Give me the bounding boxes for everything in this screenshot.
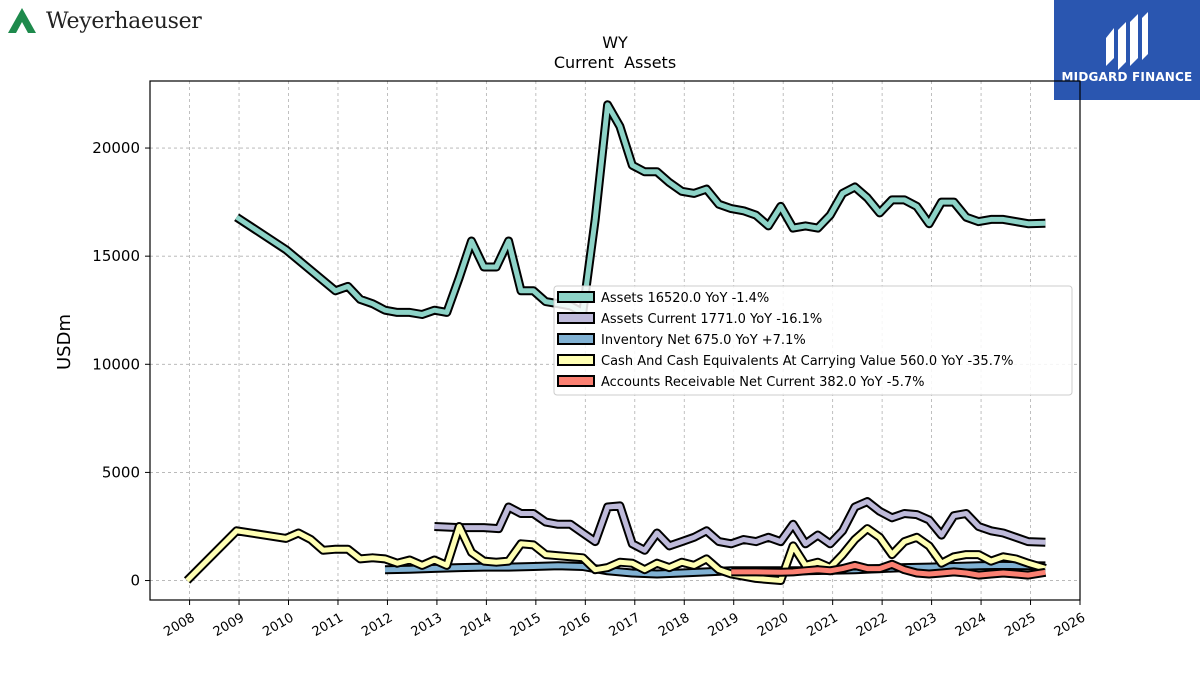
legend-entry: Accounts Receivable Net Current 382.0 Yo… xyxy=(601,375,924,390)
x-tick-label: 2018 xyxy=(656,610,692,640)
x-tick-label: 2010 xyxy=(260,610,296,640)
series-cash-and-cash-equivalents-at-carrying-value xyxy=(183,522,1047,585)
y-tick-label: 5000 xyxy=(102,463,140,481)
legend-swatch xyxy=(557,375,595,387)
x-tick-label: 2016 xyxy=(557,610,593,640)
midgard-monogram-icon xyxy=(1106,12,1148,70)
legend-swatch xyxy=(557,312,595,324)
x-tick-label: 2026 xyxy=(1052,610,1088,640)
x-axis: 2008 2009 2010 2011 2012 2013 2014 2015 2016 2017… xyxy=(161,600,1088,640)
legend: Assets 16520.0 YoY -1.4% Assets Current 1… xyxy=(553,285,1073,396)
y-tick-label: 20000 xyxy=(92,139,140,157)
series-line-accounts-receivable-net-current xyxy=(731,561,1046,578)
chart-subtitle: Current Assets xyxy=(554,53,676,72)
series-accounts-receivable-net-current xyxy=(731,559,1047,580)
plot-frame xyxy=(149,80,1081,601)
publisher-name: MIDGARD FINANCE xyxy=(1061,70,1193,84)
x-tick-label: 2009 xyxy=(211,610,247,640)
legend-box xyxy=(553,285,1073,396)
weyerhaeuser-tree-icon xyxy=(8,8,36,33)
midgard-finance-logo: MIDGARD FINANCE xyxy=(1054,0,1200,100)
legend-swatch xyxy=(557,354,595,366)
x-tick-label: 2022 xyxy=(854,610,890,640)
legend-swatch xyxy=(557,333,595,345)
x-tick-label: 2025 xyxy=(1002,610,1038,640)
chart-title: WY xyxy=(602,33,628,52)
x-tick-label: 2014 xyxy=(458,610,494,640)
y-tick-label: 0 xyxy=(130,572,140,590)
legend-entry: Assets Current 1771.0 YoY -16.1% xyxy=(601,312,822,327)
legend-entry: Cash And Cash Equivalents At Carrying Va… xyxy=(601,354,1013,369)
company-name: Weyerhaeuser xyxy=(46,8,202,34)
x-tick-label: 2024 xyxy=(953,610,989,640)
x-tick-label: 2013 xyxy=(409,610,445,640)
series-assets-current xyxy=(434,497,1046,555)
x-tick-label: 2008 xyxy=(161,610,197,640)
x-tick-label: 2012 xyxy=(359,610,395,640)
series-line-assets xyxy=(235,102,1046,317)
x-tick-label: 2017 xyxy=(607,610,643,640)
series-outline-assets xyxy=(234,100,1046,319)
y-tick-label: 10000 xyxy=(92,355,140,373)
x-tick-label: 2020 xyxy=(755,610,791,640)
legend-entry: Assets 16520.0 YoY -1.4% xyxy=(601,291,769,306)
x-tick-label: 2019 xyxy=(706,610,742,640)
x-tick-label: 2015 xyxy=(508,610,544,640)
series-lines xyxy=(183,100,1047,585)
x-tick-label: 2023 xyxy=(903,610,939,640)
weyerhaeuser-logo: Weyerhaeuser xyxy=(6,6,202,36)
series-assets xyxy=(234,100,1046,319)
y-axis: 0 5000 10000 15000 20000 xyxy=(92,139,150,590)
y-tick-label: 15000 xyxy=(92,247,140,265)
y-axis-label: USDm xyxy=(54,314,75,370)
x-tick-label: 2021 xyxy=(804,610,840,640)
legend-swatch xyxy=(557,291,595,303)
x-tick-label: 2011 xyxy=(310,610,346,640)
legend-entry: Inventory Net 675.0 YoY +7.1% xyxy=(601,333,806,348)
series-line-assets-current xyxy=(434,499,1046,553)
series-line-cash-and-cash-equivalents-at-carrying-value xyxy=(185,524,1047,583)
